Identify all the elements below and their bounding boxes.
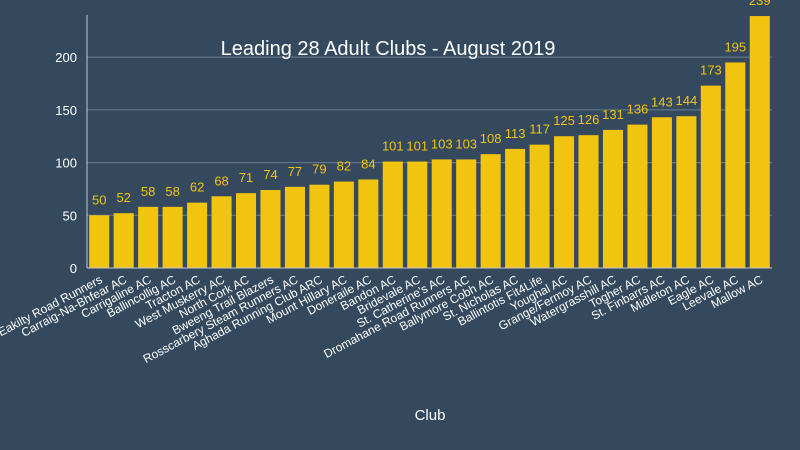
bar [529,144,550,268]
data-label: 101 [382,139,404,154]
data-label: 71 [239,170,253,185]
data-label: 84 [361,156,375,171]
bar [725,62,746,268]
data-label: 117 [529,122,550,137]
data-label: 195 [724,39,746,54]
bar [578,135,599,268]
bar [162,206,183,268]
chart-title: Leading 28 Adult Clubs - August 2019 [221,38,556,60]
bar [211,196,232,268]
data-label: 82 [337,159,351,174]
data-label: 103 [431,136,453,151]
bar [358,179,379,268]
y-tick-label: 150 [55,103,77,118]
bar [235,193,257,268]
data-label: 74 [263,167,277,182]
bar [456,159,477,268]
data-label: 131 [602,107,624,122]
data-label: 173 [700,63,722,78]
data-label: 143 [651,94,673,109]
y-tick-label: 0 [70,261,77,276]
data-label: 52 [116,190,130,205]
bar [382,161,403,268]
bar [187,202,208,268]
bar [138,206,159,268]
data-label: 58 [141,184,155,199]
data-label: 68 [214,173,228,188]
bar [431,159,452,268]
bar [602,129,624,268]
bar [676,116,697,268]
y-tick-label: 50 [63,208,77,223]
x-axis-label: Club [415,407,446,424]
data-label: 50 [92,192,106,207]
bar [505,148,526,268]
data-label: 144 [676,93,698,108]
bar [407,161,428,268]
data-label: 113 [505,126,526,141]
data-label: 103 [455,136,477,151]
bar [480,154,501,268]
data-label: 79 [312,162,326,177]
bar [284,186,305,268]
bar [749,16,770,268]
data-label: 108 [480,131,502,146]
bar [113,213,134,268]
data-label: 77 [288,164,302,179]
data-label: 239 [749,0,771,8]
y-tick-labels: 0 50 100 150 200 [55,50,77,276]
bar [651,117,672,268]
data-label: 101 [406,139,428,154]
bar [89,215,110,268]
y-tick-label: 200 [55,50,77,65]
axes [86,15,772,269]
bar [554,136,575,268]
data-label: 58 [165,184,179,199]
bar [700,85,721,268]
data-label: 62 [190,180,204,195]
bar [309,184,330,268]
y-tick-label: 100 [55,156,77,171]
bars [89,16,770,268]
data-label: 136 [627,102,649,117]
bar [627,124,648,268]
bar [333,181,354,268]
data-label: 125 [553,113,575,128]
data-label: 126 [578,112,600,127]
bar [260,189,281,268]
